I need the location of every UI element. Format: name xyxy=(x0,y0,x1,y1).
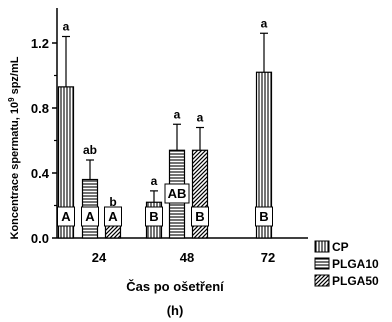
group-letter: B xyxy=(259,209,268,224)
group-letter: AB xyxy=(168,186,187,201)
y-tick-label: 0.8 xyxy=(31,101,49,116)
legend: CP PLGA10 PLGA50 xyxy=(314,240,379,288)
x-tick-label: 24 xyxy=(92,250,107,265)
significance-label: a xyxy=(63,20,70,34)
group-letter-box xyxy=(104,206,122,227)
group-letter-box xyxy=(57,206,75,227)
legend-label: PLGA50 xyxy=(332,274,379,288)
y-tick-label: 1.2 xyxy=(31,36,49,51)
legend-swatch xyxy=(314,240,330,253)
x-tick-label: 72 xyxy=(261,250,275,265)
group-letter: B xyxy=(149,209,158,224)
significance-label: a xyxy=(261,16,268,30)
group-letter-box xyxy=(145,206,163,227)
significance-label: a xyxy=(151,174,158,188)
x-axis-unit: (h) xyxy=(167,303,184,318)
significance-label: b xyxy=(109,195,116,209)
group-letter-box xyxy=(191,206,209,227)
significance-label: a xyxy=(174,107,181,121)
significance-label: a xyxy=(197,111,204,125)
group-letter: A xyxy=(85,209,95,224)
legend-swatch xyxy=(314,257,330,270)
group-letter: A xyxy=(61,209,71,224)
significance-label: ab xyxy=(83,143,97,157)
group-letter: B xyxy=(195,209,204,224)
y-axis-title: Koncentrace spermatu, 109 spz/mL xyxy=(7,56,22,239)
group-letter-box xyxy=(255,206,273,227)
legend-label: PLGA10 xyxy=(332,257,379,271)
x-axis-title: Čas po ošetření xyxy=(126,279,224,294)
group-letter: A xyxy=(108,209,118,224)
y-tick-label: 0.0 xyxy=(31,231,49,246)
legend-swatch xyxy=(314,274,330,287)
y-tick-label: 0.4 xyxy=(31,166,50,181)
group-letter-box xyxy=(164,183,190,204)
group-letter-box xyxy=(81,206,99,227)
x-tick-label: 48 xyxy=(180,250,194,265)
legend-label: CP xyxy=(332,240,349,254)
